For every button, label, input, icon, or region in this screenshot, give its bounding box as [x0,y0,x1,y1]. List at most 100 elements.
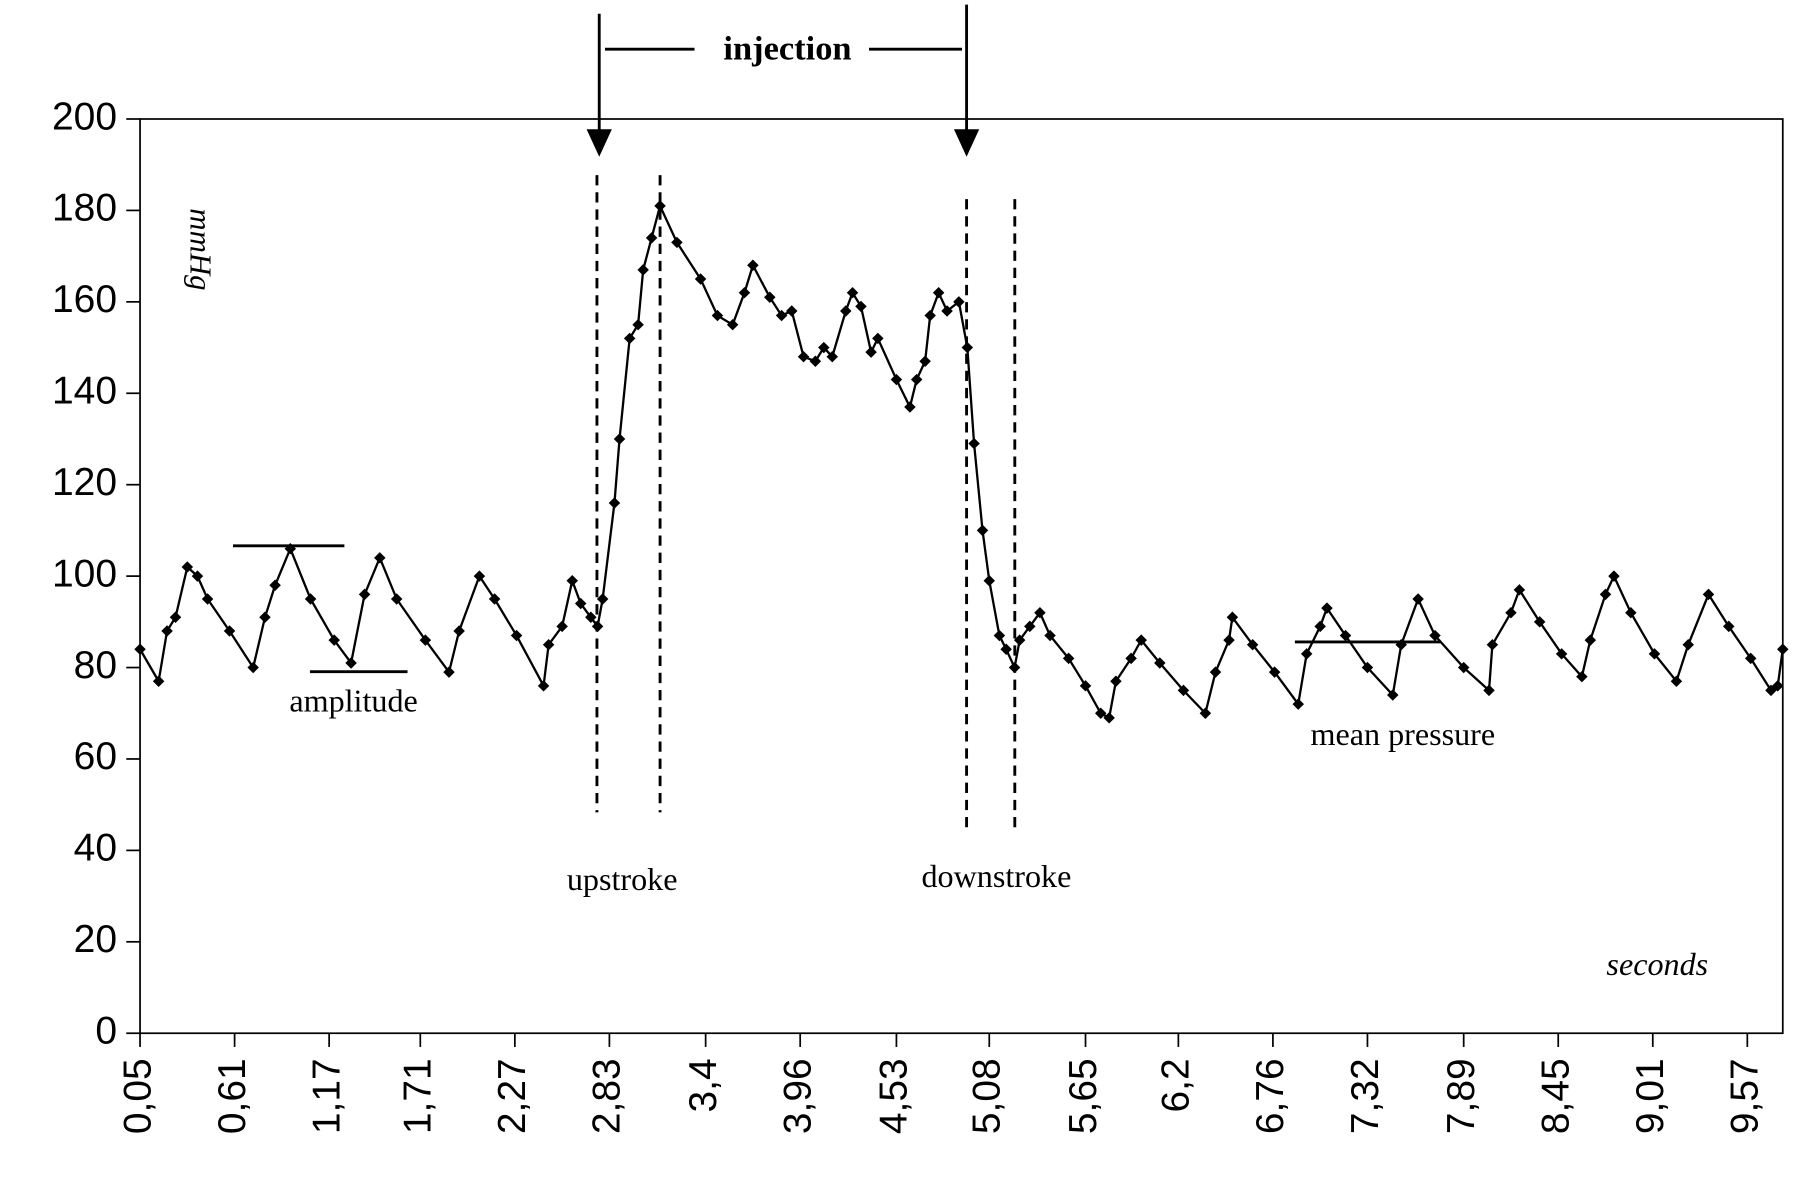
data-point [924,309,936,322]
data-point [1625,606,1637,619]
data-point [910,373,923,386]
data-point [968,437,980,450]
data-point [247,661,259,674]
data-point [284,542,297,555]
data-point [1154,657,1166,669]
injection-bracket [597,4,969,136]
data-point [1177,684,1190,697]
data-point [328,634,340,646]
data-point [1576,670,1588,683]
data-point [304,593,317,605]
x-tick-label: 0,05 [116,1058,159,1134]
y-tick-label: 40 [74,827,117,870]
y-axis-label: mmHg [183,208,218,290]
data-point [510,629,523,642]
data-point [1223,634,1235,646]
data-point [1555,648,1568,660]
data-point [419,634,432,646]
data-point [786,305,798,317]
data-point [1268,666,1281,678]
y-tick-label: 80 [74,644,117,687]
x-tick-label: 5,08 [966,1058,1009,1134]
y-tick-label: 180 [52,187,117,230]
data-point [632,318,644,331]
data-point [818,341,830,354]
data-point [1079,680,1092,692]
data-point [1670,675,1683,687]
data-point [269,579,281,591]
data-point [1584,634,1597,646]
data-point [711,309,724,322]
arrow-head [953,129,980,157]
data-point [747,259,759,271]
data-point [797,350,810,363]
data-point [983,574,996,587]
y-tick-label: 160 [52,278,117,321]
data-point [1771,680,1784,692]
data-point [976,524,989,537]
data-point [993,629,1006,642]
data-point [1486,638,1499,651]
data-point [191,570,204,582]
x-tick-label: 0,61 [211,1058,254,1134]
x-tick-label: 4,53 [873,1058,916,1134]
data-point [1608,570,1620,582]
data-point [1339,629,1352,642]
data-point [1321,602,1333,614]
y-tick-label: 0 [95,1010,117,1053]
data-point [904,401,916,413]
x-tick-label: 9,57 [1724,1058,1767,1134]
data-point [574,597,587,610]
data-point [1682,638,1694,651]
data-point [1457,661,1470,674]
y-tick-label: 100 [52,552,117,595]
data-point [1314,620,1326,633]
x-tick-label: 5,65 [1062,1058,1105,1134]
data-point [840,305,852,317]
data-point [259,611,271,623]
data-point [537,680,550,692]
data-point [1483,684,1495,697]
data-point [473,570,486,582]
y-tick-label: 140 [52,370,117,413]
data-point [637,264,649,276]
data-point [1062,652,1075,665]
x-tick-label: 8,45 [1534,1058,1577,1134]
data-line [139,202,1784,720]
data-point [374,552,386,564]
annotation: downstroke [921,858,1071,894]
data-point [855,300,867,313]
data-point [223,625,236,637]
data-point [764,291,776,303]
data-point [1135,634,1147,646]
data-point [932,286,945,299]
x-tick-label: 9,01 [1629,1058,1672,1134]
data-point [596,593,609,605]
x-tick-label: 2,27 [491,1058,534,1134]
x-tick-label: 6,76 [1249,1058,1292,1134]
data-point [169,611,182,623]
data-point [1533,616,1546,628]
marker-lines [595,175,1017,833]
data-point [1777,643,1789,655]
data-point [865,346,877,358]
data-point [556,620,568,633]
data-point [890,373,903,386]
data-point [826,350,838,363]
data-point [726,318,739,331]
data-point [1300,648,1313,660]
data-point [623,332,636,345]
data-point [645,232,658,244]
annotation: injection [723,30,851,68]
data-point [358,588,371,601]
x-tick-label: 2,83 [586,1058,629,1134]
x-tick-label: 6,2 [1155,1058,1198,1112]
x-axis-label: seconds [1606,946,1708,982]
data-point [1599,588,1612,601]
data-point [694,273,707,285]
data-point [1246,638,1259,651]
data-point [919,355,931,367]
x-tick-label: 3,96 [776,1058,819,1134]
data-point [345,657,357,669]
